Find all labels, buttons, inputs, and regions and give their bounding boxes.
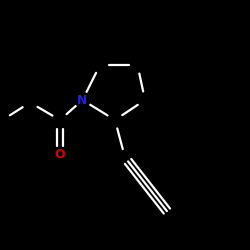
Circle shape bbox=[52, 148, 68, 162]
Text: O: O bbox=[55, 148, 65, 162]
Text: N: N bbox=[77, 94, 88, 106]
Circle shape bbox=[75, 92, 90, 108]
